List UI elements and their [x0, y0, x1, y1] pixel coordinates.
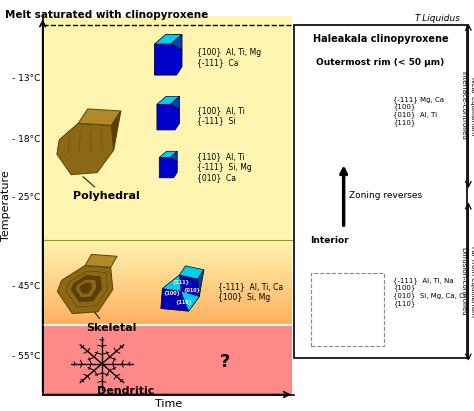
Polygon shape	[343, 284, 372, 300]
Text: T Liquidus: T Liquidus	[415, 14, 460, 23]
Polygon shape	[171, 35, 182, 50]
Text: {111}: {111}	[337, 117, 353, 122]
Text: Near equilibrium: Near equilibrium	[470, 76, 474, 135]
Text: Haleakala clinopyroxene: Haleakala clinopyroxene	[312, 34, 448, 44]
Polygon shape	[323, 295, 345, 313]
Text: Zoning reverses: Zoning reverses	[348, 191, 422, 200]
Text: - 18°C: - 18°C	[12, 135, 40, 144]
Text: Outermost rim (< 50 μm): Outermost rim (< 50 μm)	[316, 58, 445, 67]
Text: {100}: {100}	[326, 312, 343, 317]
Text: Time: Time	[155, 399, 182, 409]
Polygon shape	[71, 275, 101, 302]
Polygon shape	[157, 104, 180, 130]
Polygon shape	[365, 289, 372, 320]
Text: Interior: Interior	[310, 236, 349, 245]
Polygon shape	[57, 266, 113, 314]
Text: {111}: {111}	[337, 300, 353, 305]
Polygon shape	[365, 106, 372, 136]
Polygon shape	[75, 279, 96, 298]
Polygon shape	[111, 111, 121, 150]
Text: {010}: {010}	[349, 127, 366, 132]
Polygon shape	[161, 275, 199, 311]
Text: Polyhedral: Polyhedral	[73, 191, 140, 201]
Polygon shape	[181, 291, 199, 311]
Polygon shape	[171, 97, 180, 109]
Text: {100}: {100}	[163, 290, 180, 295]
Polygon shape	[159, 151, 177, 157]
Text: {010}: {010}	[183, 287, 200, 292]
Text: Melt saturated with clinopyroxene: Melt saturated with clinopyroxene	[5, 10, 208, 20]
Polygon shape	[155, 35, 182, 44]
Text: ?: ?	[220, 353, 230, 371]
Polygon shape	[170, 151, 177, 162]
Text: Far from equilibrium: Far from equilibrium	[470, 246, 474, 317]
Polygon shape	[323, 112, 345, 131]
Polygon shape	[157, 97, 180, 104]
Text: Temperature: Temperature	[0, 170, 11, 241]
Text: {-111}  Al, Ti, Na
{100}
{010}  Si, Mg, Ca, Cr
{110}: {-111} Al, Ti, Na {100} {010} Si, Mg, Ca…	[393, 277, 467, 307]
Text: Interface-controlled: Interface-controlled	[460, 72, 466, 140]
Polygon shape	[66, 271, 108, 307]
Polygon shape	[322, 112, 366, 154]
Text: - 25°C: - 25°C	[12, 194, 40, 203]
Polygon shape	[345, 313, 366, 337]
Polygon shape	[155, 44, 182, 75]
Text: Diffusion-controlled: Diffusion-controlled	[460, 247, 466, 316]
Text: - 13°C: - 13°C	[12, 74, 40, 83]
Polygon shape	[162, 275, 181, 291]
Text: Dendritic: Dendritic	[97, 386, 155, 396]
Text: {110}: {110}	[340, 140, 357, 145]
Polygon shape	[57, 123, 114, 175]
Text: - 45°C: - 45°C	[12, 282, 40, 291]
Text: {010}: {010}	[349, 309, 366, 314]
Text: {110}  Al, Ti
{-111}  Si, Mg
{010}  Ca: {110} Al, Ti {-111} Si, Mg {010} Ca	[197, 152, 252, 182]
Text: {100}: {100}	[326, 129, 343, 134]
Polygon shape	[179, 266, 204, 279]
Text: {-111}  Al, Ti, Ca
{100}  Si, Mg: {-111} Al, Ti, Ca {100} Si, Mg	[218, 282, 283, 302]
Text: {110}: {110}	[175, 299, 192, 305]
Polygon shape	[78, 109, 121, 125]
Polygon shape	[343, 101, 372, 117]
Text: {100}  Al, Ti
{-111}  Si: {100} Al, Ti {-111} Si	[197, 106, 245, 126]
Polygon shape	[85, 254, 117, 268]
FancyBboxPatch shape	[294, 25, 467, 358]
Text: {100}  Al, Ti, Mg
{-111}  Ca: {100} Al, Ti, Mg {-111} Ca	[197, 48, 261, 67]
Polygon shape	[159, 157, 177, 178]
Polygon shape	[322, 295, 366, 337]
Text: {110}: {110}	[340, 323, 357, 328]
Text: {-111} Mg, Ca
{100}
{010}  Al, Ti
{110}: {-111} Mg, Ca {100} {010} Al, Ti {110}	[393, 96, 445, 126]
Polygon shape	[345, 131, 366, 154]
Polygon shape	[198, 270, 204, 297]
Text: - 55°C: - 55°C	[12, 352, 40, 361]
Bar	[311, 273, 384, 346]
Polygon shape	[80, 283, 91, 293]
Text: {111}: {111}	[173, 279, 189, 284]
Text: Skeletal: Skeletal	[86, 323, 137, 332]
Bar	[292, 16, 457, 395]
